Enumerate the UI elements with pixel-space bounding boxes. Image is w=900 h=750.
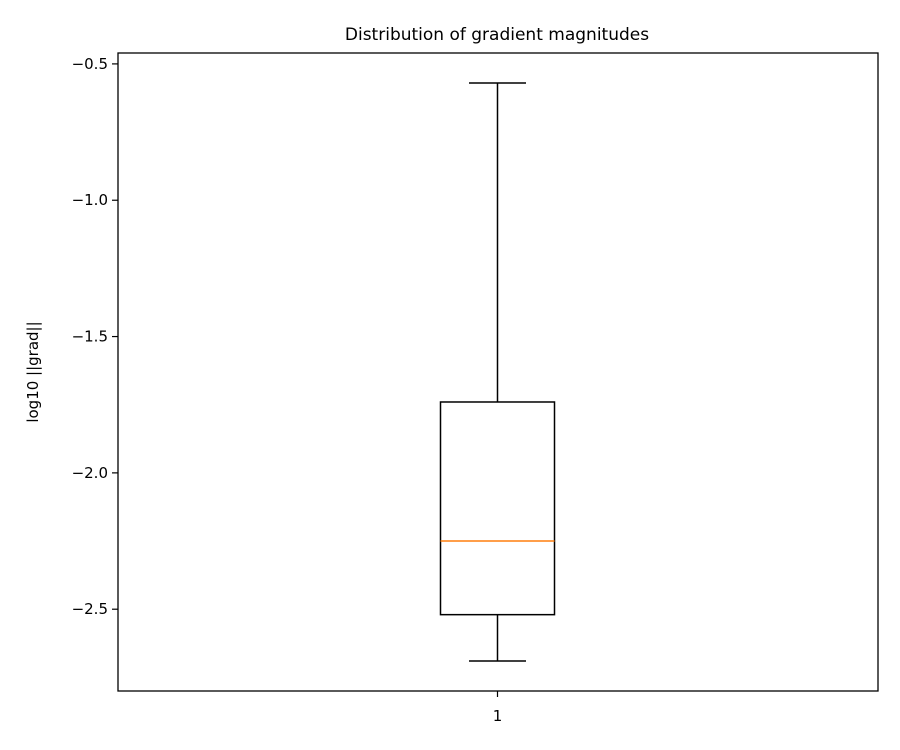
y-axis-label: log10 ||grad||: [24, 321, 42, 422]
chart-title: Distribution of gradient magnitudes: [345, 25, 649, 45]
plot-area: −0.5 −1.0 −1.5 −2.0 −2.5 1: [72, 55, 556, 725]
y-tick-label: −1.0: [72, 191, 108, 209]
y-tick-label: −2.0: [72, 464, 108, 482]
x-tick-label: 1: [493, 707, 503, 725]
y-tick-label: −1.5: [72, 328, 108, 346]
y-tick-label: −2.5: [72, 600, 108, 618]
y-tick-label: −0.5: [72, 55, 108, 73]
plot-frame: [117, 52, 879, 692]
iqr-box: [439, 401, 556, 616]
